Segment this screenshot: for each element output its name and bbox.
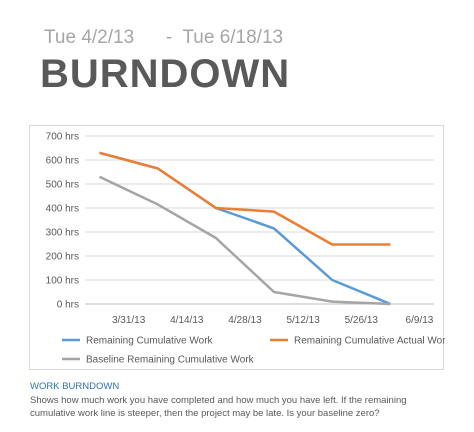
chart-canvas: 0 hrs 100 hrs 200 hrs 300 hrs 400 hrs 500 hrs…: [46, 132, 445, 366]
page-title: BURNDOWN: [40, 52, 291, 96]
y-tick-label: 100 hrs: [46, 276, 79, 287]
y-tick-label: 200 hrs: [46, 252, 79, 263]
end-date: Tue 6/18/13: [182, 27, 284, 48]
section-heading: WORK BURNDOWN: [30, 381, 120, 392]
legend-label: Remaining Cumulative Actual Work: [294, 336, 445, 347]
y-tick-label: 600 hrs: [46, 156, 79, 167]
date-range: Tue 4/2/13 - Tue 6/18/13: [44, 27, 283, 49]
burndown-chart: 0 hrs 100 hrs 200 hrs 300 hrs 400 hrs 500 hrs…: [29, 125, 445, 370]
date-separator: -: [165, 27, 173, 48]
x-tick-label: 5/26/13: [345, 315, 379, 326]
series-line-1: [99, 151, 391, 306]
x-tick-label: 4/14/13: [170, 315, 204, 326]
y-tick-label: 400 hrs: [46, 204, 79, 215]
y-tick-label: 700 hrs: [46, 132, 79, 143]
y-tick-label: 0 hrs: [57, 300, 79, 311]
y-tick-label: 500 hrs: [46, 180, 79, 191]
x-tick-label: 6/9/13: [406, 315, 434, 326]
x-tick-label: 4/28/13: [228, 315, 262, 326]
series-line-2: [99, 151, 391, 246]
x-tick-label: 5/12/13: [286, 315, 320, 326]
legend-label: Baseline Remaining Cumulative Work: [86, 355, 255, 366]
series-line-3: [98, 175, 391, 306]
legend-label: Remaining Cumulative Work: [86, 336, 214, 347]
y-tick-label: 300 hrs: [46, 228, 79, 239]
x-tick-label: 3/31/13: [112, 315, 146, 326]
start-date: Tue 4/2/13: [44, 27, 135, 48]
chart-description: Shows how much work you have completed a…: [30, 395, 407, 419]
